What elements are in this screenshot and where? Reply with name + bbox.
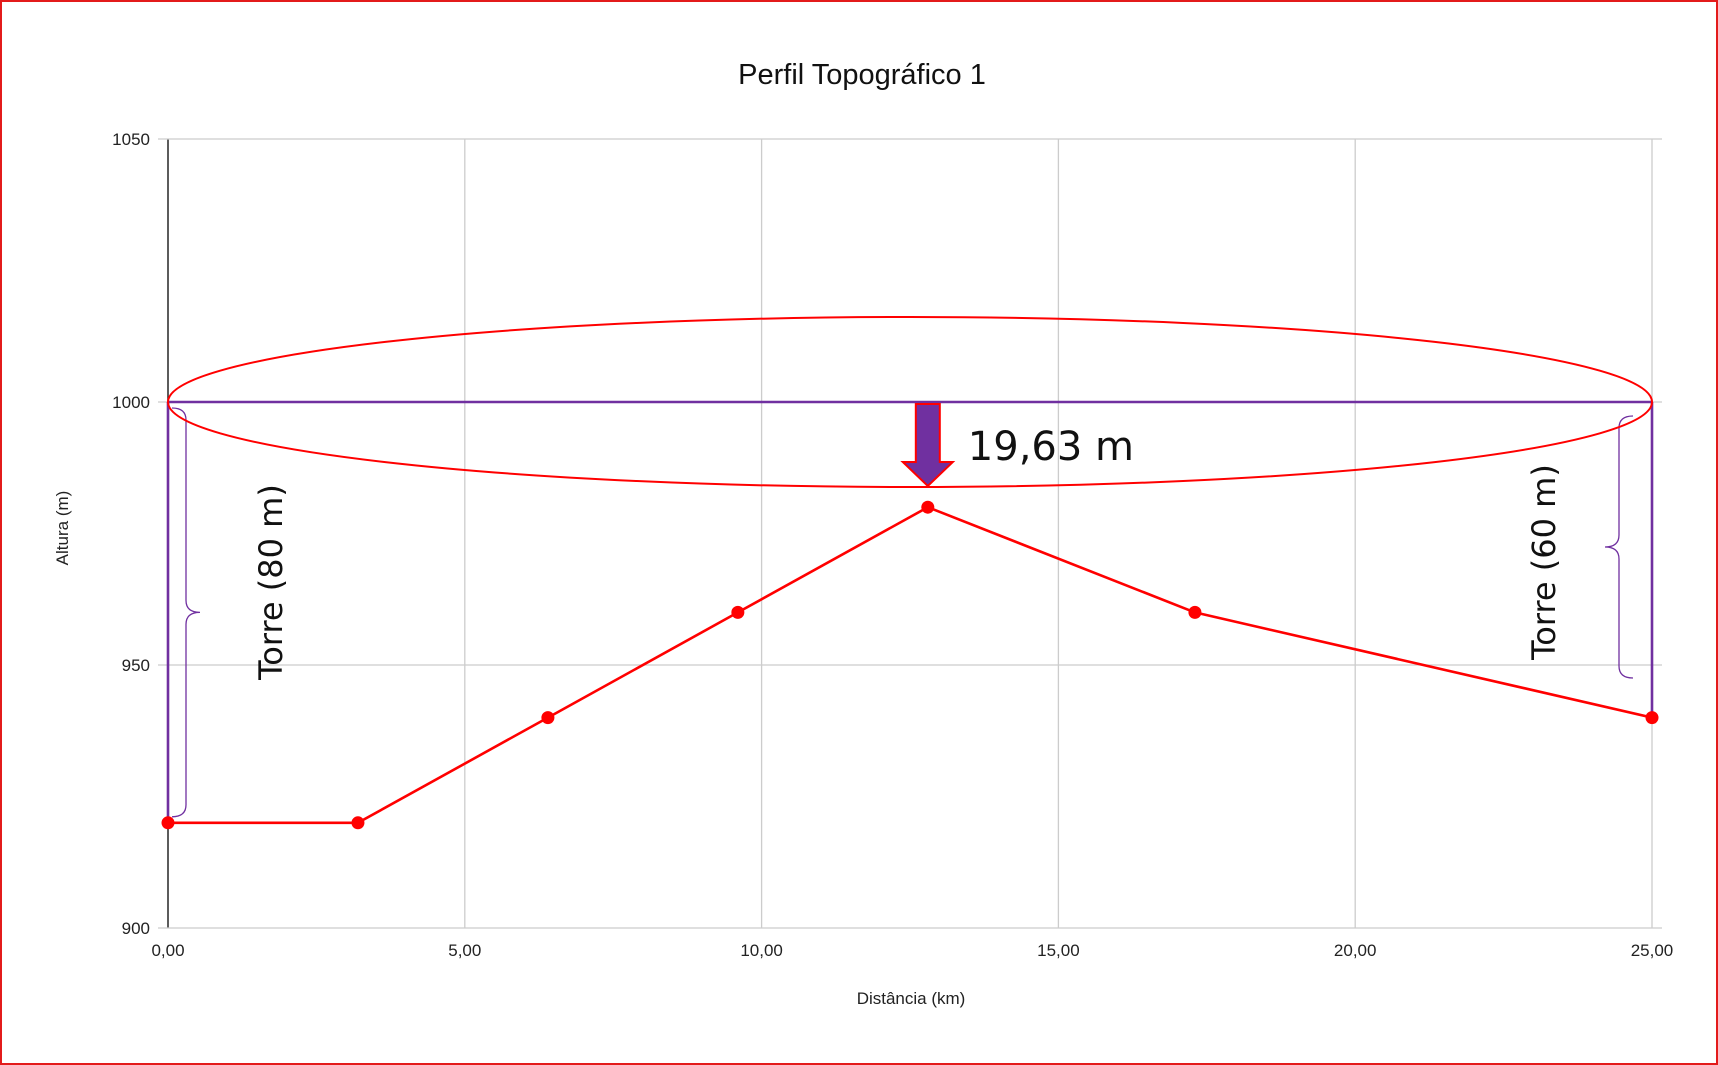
clearance-label: 19,63 m xyxy=(968,424,1134,470)
annotation-overlay xyxy=(167,316,1653,488)
fresnel-ellipse xyxy=(167,316,1653,488)
x-tick-label: 20,00 xyxy=(1334,941,1377,960)
right-tower-label: Torre (60 m) xyxy=(1525,464,1563,661)
x-tick-labels: 0,00 5,00 10,00 15,00 20,00 25,00 xyxy=(151,941,1673,960)
elevation-series xyxy=(161,500,1659,830)
x-axis-label: Distância (km) xyxy=(857,989,966,1008)
y-axis-label: Altura (m) xyxy=(53,491,72,566)
clearance-arrow xyxy=(900,403,956,488)
right-tower-brace xyxy=(1604,415,1634,679)
x-tick-label: 10,00 xyxy=(740,941,783,960)
x-tick-label: 0,00 xyxy=(151,941,184,960)
elevation-point xyxy=(541,711,555,725)
chart-title: Perfil Topográfico 1 xyxy=(738,59,986,91)
x-tick-label: 5,00 xyxy=(448,941,481,960)
y-tick-label: 1000 xyxy=(112,393,150,412)
elevation-point xyxy=(351,816,365,830)
annotation-layer xyxy=(166,400,1654,823)
left-tower-brace xyxy=(171,407,201,818)
left-tower-label: Torre (80 m) xyxy=(252,484,290,681)
x-tick-label: 25,00 xyxy=(1631,941,1674,960)
elevation-point xyxy=(1645,711,1659,725)
y-tick-label: 950 xyxy=(122,656,150,675)
elevation-point xyxy=(1188,605,1202,619)
y-tick-label: 900 xyxy=(122,919,150,938)
y-tick-label: 1050 xyxy=(112,130,150,149)
elevation-point xyxy=(921,500,935,514)
elevation-point xyxy=(161,816,175,830)
elevation-point xyxy=(731,605,745,619)
vertical-gridlines xyxy=(167,139,1653,928)
y-tick-labels: 900 950 1000 1050 xyxy=(112,130,150,938)
x-tick-label: 15,00 xyxy=(1037,941,1080,960)
